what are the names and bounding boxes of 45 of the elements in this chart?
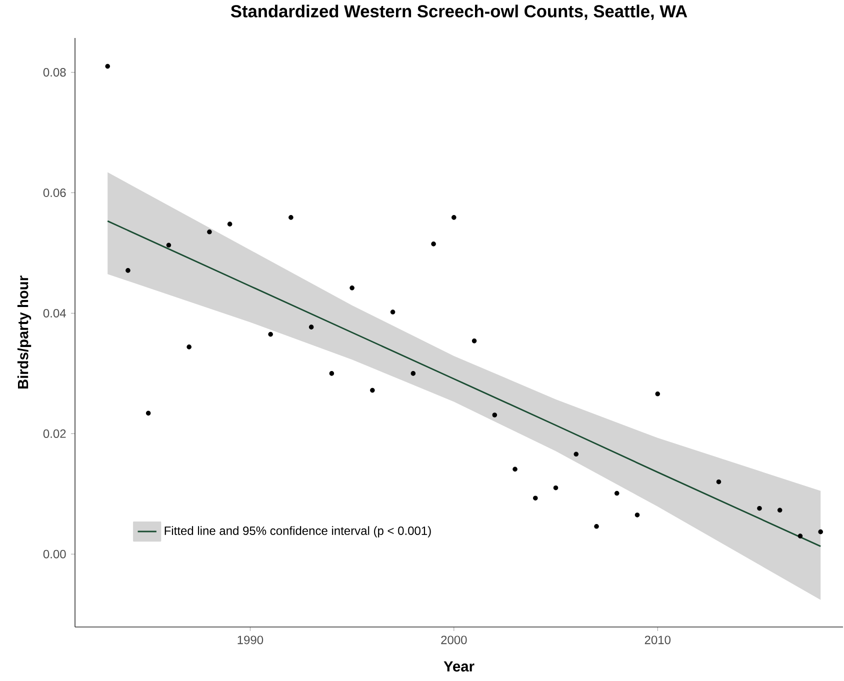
y-tick-label: 0.04 [43,308,66,318]
y-tick-label: 0.06 [43,188,66,198]
point [452,215,456,220]
point [818,529,823,534]
point [227,222,232,226]
point [757,506,762,511]
y-tick-label: 0.02 [43,429,66,438]
point [308,324,314,330]
point [553,485,558,490]
y-axis-title: Birds/party hour [17,276,32,389]
point [105,64,110,69]
chart-title: Standardized Western Screech-owl Counts, Seattle, WA [230,4,688,20]
point [532,496,538,501]
legend-label: Fitted line and 95% confidence interval (p < 0.001) [164,526,431,538]
point [574,452,579,457]
point [777,508,782,513]
point [512,466,518,472]
point [655,392,660,396]
x-axis-title: Year [444,661,474,672]
point [207,230,212,234]
point [410,371,416,376]
point [634,512,640,518]
y-tick-label: 0.00 [43,550,66,558]
point [370,388,375,393]
point [329,371,334,376]
point [126,268,130,273]
point [268,332,273,337]
y-tick-label: 0.08 [43,68,66,77]
point [350,286,354,290]
point [146,410,151,416]
point [390,310,396,314]
x-tick-label: 2010 [644,636,671,644]
point [594,524,599,529]
point [716,479,722,484]
point [798,534,803,538]
point [472,338,477,344]
point [492,412,498,418]
point [431,242,436,246]
point [166,242,172,248]
point [614,490,620,496]
point [186,344,192,350]
x-tick-label: 2000 [441,636,467,644]
line-series [106,220,822,548]
x-tick-label: 1990 [238,636,264,644]
point [288,215,294,220]
